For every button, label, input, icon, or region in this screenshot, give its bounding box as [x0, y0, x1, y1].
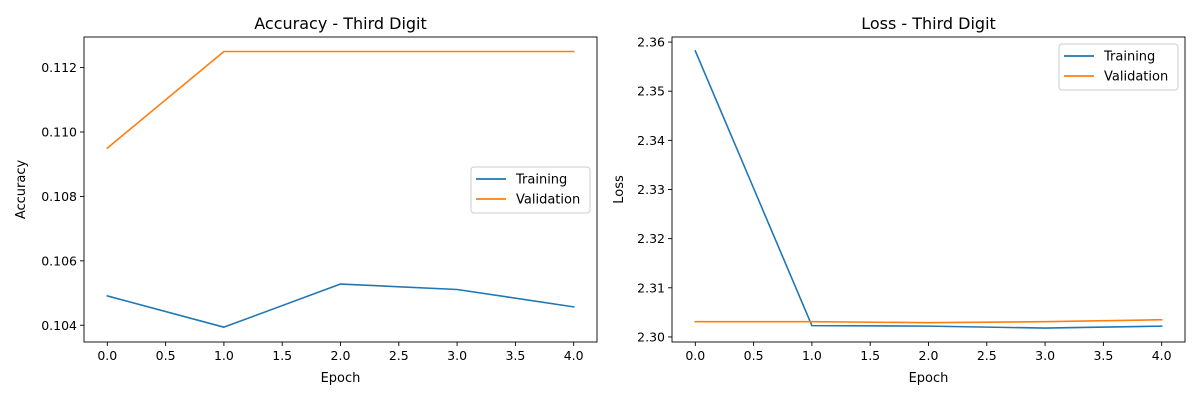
- loss-chart: Loss - Third Digit 0.0 0.5 1.0 1.5 2.0 2.5 3.0…: [612, 14, 1186, 386]
- x-tick-label: 4.0: [1152, 348, 1172, 363]
- y-axis-label: Loss: [612, 175, 627, 204]
- y-tick-label: 2.33: [637, 182, 665, 197]
- x-tick-label: 1.5: [860, 348, 880, 363]
- x-tick-label: 3.0: [1035, 348, 1055, 363]
- data-point-training: [1044, 327, 1047, 330]
- data-point-validation: [1160, 318, 1163, 321]
- x-tick-label: 0.0: [685, 348, 705, 363]
- y-tick-label: 0.110: [41, 125, 77, 140]
- data-point-validation: [927, 321, 930, 324]
- data-point-training: [1160, 325, 1163, 328]
- x-tick-label: 1.0: [802, 348, 822, 363]
- y-tick-label: 0.104: [41, 318, 77, 333]
- x-tick-label: 2.5: [389, 348, 409, 363]
- x-axis-label: Epoch: [321, 371, 361, 386]
- x-tick-label: 2.0: [919, 348, 939, 363]
- data-point-validation: [694, 320, 697, 323]
- series-line-validation: [106, 50, 575, 150]
- x-tick-label: 3.0: [447, 348, 467, 363]
- data-point-training: [456, 288, 459, 291]
- loss-plot-area: 0.0 0.5 1.0 1.5 2.0 2.5 3.0 3.5 4.0 2.30 2.31 2.32 2…: [637, 35, 1172, 363]
- axes-frame: [671, 36, 1186, 343]
- series-line-training: [694, 49, 1163, 329]
- accuracy-plot-area: 0.0 0.5 1.0 1.5 2.0 2.5 3.0 3.5 4.0 0.104 0.106 0.1…: [41, 50, 584, 363]
- y-tick-label: 2.30: [637, 329, 665, 344]
- x-tick-label: 0.5: [156, 348, 176, 363]
- y-tick-label: 2.32: [637, 231, 665, 246]
- data-point-validation: [339, 50, 342, 53]
- x-tick-label: 1.5: [272, 348, 292, 363]
- legend-label-validation: Validation: [516, 193, 580, 208]
- x-tick-label: 2.0: [331, 348, 351, 363]
- data-point-training: [106, 294, 109, 297]
- data-point-validation: [456, 50, 459, 53]
- data-point-training: [927, 325, 930, 328]
- data-point-training: [694, 49, 697, 52]
- data-point-validation: [222, 50, 225, 53]
- data-point-training: [339, 283, 342, 286]
- y-tick-label: 0.112: [41, 60, 77, 75]
- x-tick-label: 0.0: [97, 348, 117, 363]
- series-line-training: [106, 283, 575, 328]
- x-tick-label: 3.5: [505, 348, 525, 363]
- axes-frame: [83, 36, 598, 343]
- y-tick-label: 2.31: [637, 280, 665, 295]
- x-tick-label: 1.0: [214, 348, 234, 363]
- chart-title: Accuracy - Third Digit: [254, 14, 427, 33]
- data-point-validation: [810, 320, 813, 323]
- data-point-training: [222, 326, 225, 329]
- x-tick-label: 2.5: [977, 348, 997, 363]
- chart-title: Loss - Third Digit: [861, 14, 996, 33]
- legend: Training Validation: [470, 166, 591, 214]
- data-point-validation: [1044, 320, 1047, 323]
- legend-label-training: Training: [1103, 50, 1155, 65]
- x-tick-label: 4.0: [564, 348, 584, 363]
- y-tick-label: 2.36: [637, 35, 665, 50]
- legend-label-training: Training: [515, 173, 567, 188]
- accuracy-chart: Accuracy - Third Digit 0.0 0.5 1.0 1.5 2.0 2.…: [14, 14, 598, 386]
- x-tick-label: 0.5: [744, 348, 764, 363]
- y-tick-label: 0.108: [41, 189, 77, 204]
- data-point-validation: [106, 147, 109, 150]
- legend-label-validation: Validation: [1104, 70, 1168, 85]
- data-point-validation: [572, 50, 575, 53]
- y-tick-label: 2.34: [637, 133, 665, 148]
- data-point-training: [572, 305, 575, 308]
- legend: Training Validation: [1058, 43, 1179, 91]
- series-line-validation: [694, 318, 1163, 324]
- y-tick-label: 2.35: [637, 84, 665, 99]
- y-axis-label: Accuracy: [14, 160, 29, 220]
- x-axis-label: Epoch: [909, 371, 949, 386]
- data-point-training: [810, 324, 813, 327]
- y-tick-label: 0.106: [41, 253, 77, 268]
- x-tick-label: 3.5: [1093, 348, 1113, 363]
